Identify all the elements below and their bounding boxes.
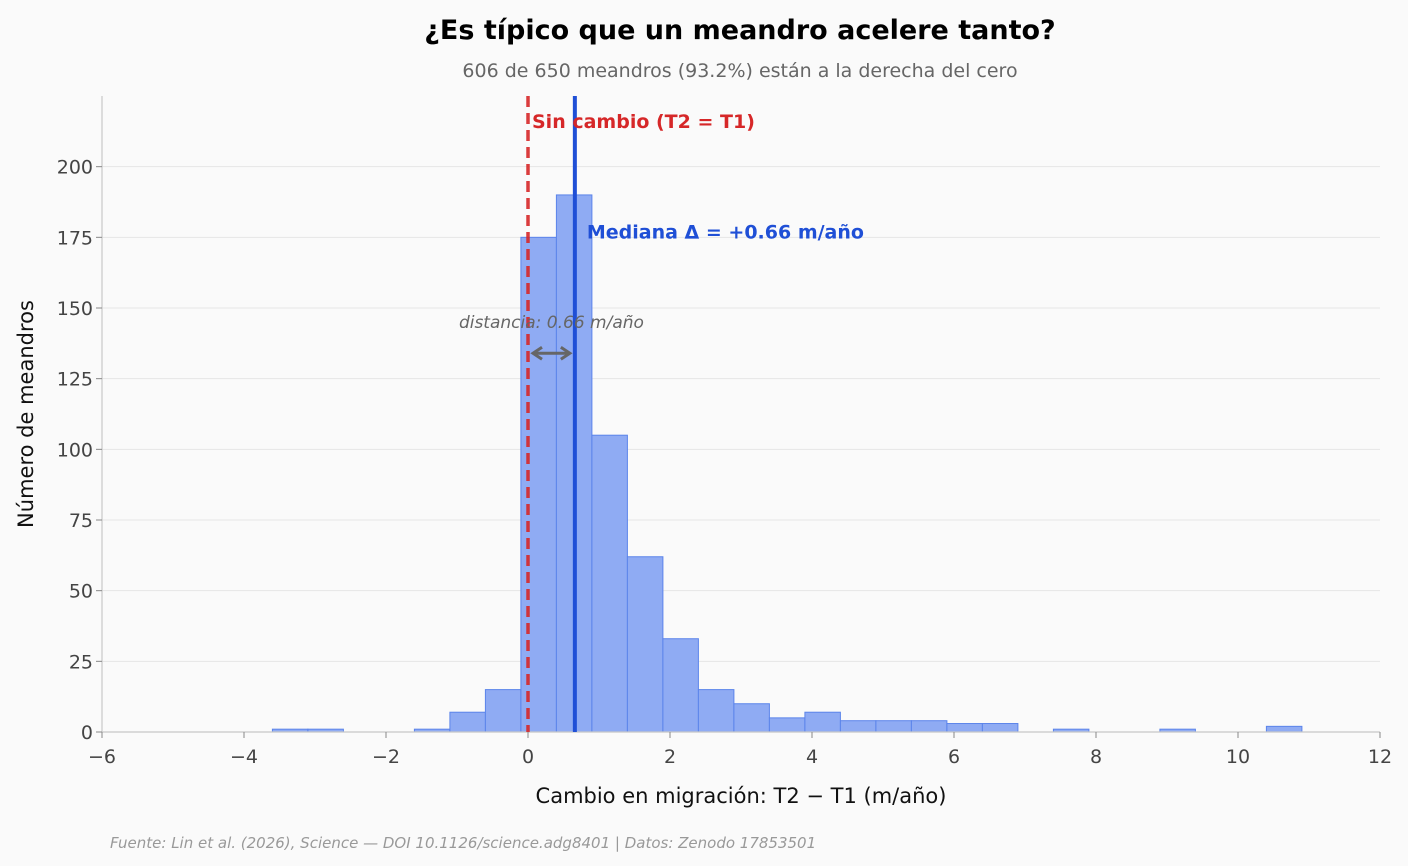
- y-tick-label-3: 75: [69, 510, 93, 532]
- x-tick-label-5: 4: [806, 746, 818, 768]
- chart-subtitle: 606 de 650 meandros (93.2%) están a la d…: [462, 60, 1017, 82]
- histogram-bar-18: [981, 723, 1019, 733]
- x-tick-label-6: 6: [948, 746, 960, 768]
- grid-lines: [102, 166, 1380, 662]
- x-tick-label-9: 12: [1368, 746, 1392, 768]
- x-tick-label-1: −4: [230, 746, 258, 768]
- y-ticks: 0 25 50 75 100 125 150 175 200: [57, 157, 102, 744]
- y-axis-label: Número de meandros: [14, 300, 38, 528]
- y-tick-label-7: 175: [57, 227, 93, 249]
- x-tick-label-7: 8: [1090, 746, 1102, 768]
- histogram-bar-4: [484, 689, 522, 733]
- histogram-bar-10: [697, 689, 735, 733]
- histogram-bar-16: [910, 720, 948, 733]
- x-axis-label: Cambio en migración: T2 − T1 (m/año): [536, 784, 947, 808]
- x-tick-label-4: 2: [664, 746, 676, 768]
- distance-arrow: [530, 345, 573, 361]
- y-tick-label-8: 200: [57, 157, 93, 179]
- y-tick-label-4: 100: [57, 439, 93, 461]
- distance-arrow-head-left: [530, 345, 543, 361]
- x-tick-label-3: 0: [522, 746, 534, 768]
- y-tick-label-0: 0: [81, 722, 93, 744]
- distance-arrow-head-right: [560, 345, 573, 361]
- chart-title: ¿Es típico que un meandro acelere tanto?: [424, 15, 1055, 46]
- distance-label: distancia: 0.66 m/año: [459, 313, 644, 333]
- histogram-bar-17: [946, 723, 983, 733]
- histogram-bar-12: [768, 717, 806, 733]
- zero-line-label: Sin cambio (T2 = T1): [532, 111, 755, 133]
- axes: [101, 96, 1380, 733]
- histogram-bar-8: [626, 556, 664, 733]
- y-tick-label-1: 25: [69, 651, 93, 673]
- y-tick-label-5: 125: [57, 369, 93, 391]
- histogram-bar-14: [839, 720, 877, 733]
- histogram-bar-3: [449, 711, 486, 733]
- histogram-bar-9: [662, 638, 699, 733]
- x-ticks: −6 −4 −2 0 2 4 6 8 10 12: [88, 732, 1392, 768]
- histogram-bar-11: [733, 703, 770, 733]
- median-line-label: Mediana Δ = +0.66 m/año: [587, 221, 864, 243]
- histogram-bar-15: [875, 720, 912, 733]
- histogram-bar-5: [520, 236, 557, 733]
- y-tick-label-2: 50: [69, 581, 93, 603]
- histogram-bars: [271, 194, 1303, 733]
- source-note: Fuente: Lin et al. (2026), Science — DOI…: [110, 834, 816, 852]
- reference-lines: [526, 96, 577, 732]
- y-tick-label-6: 150: [57, 298, 93, 320]
- x-tick-label-8: 10: [1226, 746, 1250, 768]
- histogram-bar-7: [591, 434, 628, 733]
- histogram-bar-21: [1265, 725, 1303, 733]
- x-tick-label-0: −6: [88, 746, 116, 768]
- x-tick-label-2: −2: [372, 746, 400, 768]
- histogram-bar-13: [804, 711, 841, 733]
